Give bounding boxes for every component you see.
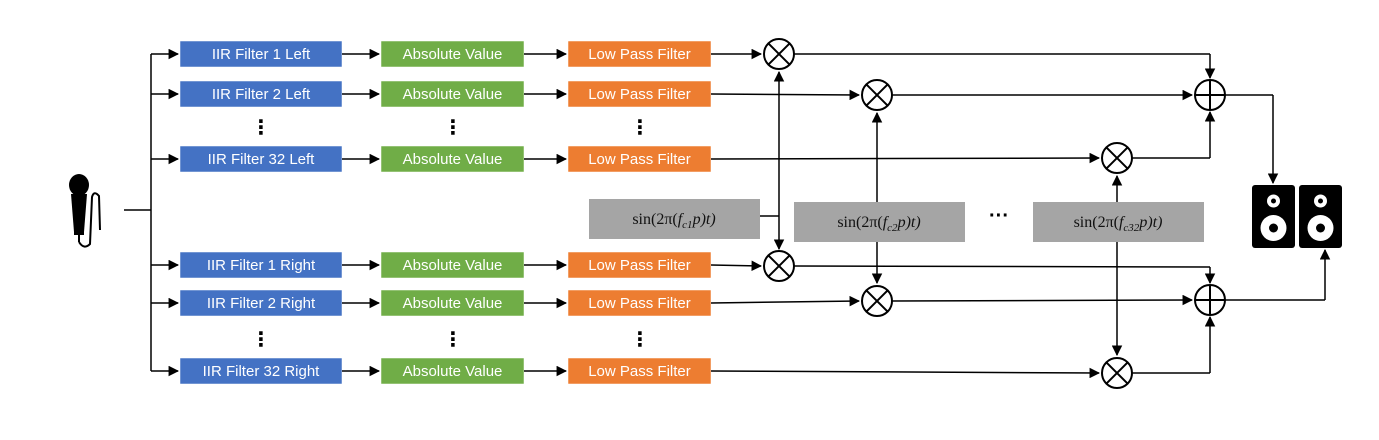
iir-block: IIR Filter 32 Left (179, 145, 343, 173)
lpf-block: Low Pass Filter (567, 289, 712, 317)
lpf-label: Low Pass Filter (588, 151, 691, 168)
lpf-label: Low Pass Filter (588, 257, 691, 274)
svg-text:sin(2π(fc32p)t): sin(2π(fc32p)t) (1074, 214, 1163, 234)
ellipsis-lpf-left: ⋮ (630, 117, 650, 139)
iir-block: IIR Filter 2 Left (179, 80, 343, 108)
speaker-feed-wires (1225, 94, 1331, 301)
lpf-block: Low Pass Filter (567, 357, 712, 385)
iir-label: IIR Filter 1 Left (212, 46, 311, 63)
summer-right (1194, 284, 1226, 316)
ellipsis-iir-left: ⋮ (251, 117, 271, 139)
lpf-block: Low Pass Filter (567, 251, 712, 279)
abs-block: Absolute Value (380, 145, 525, 173)
multiplier-32-right (1101, 357, 1133, 389)
lpf-block: Low Pass Filter (567, 80, 712, 108)
lpf-label: Low Pass Filter (588, 46, 691, 63)
sin-box-2: sin(2π(fc2p)t) (794, 202, 965, 242)
lpf-block: Low Pass Filter (567, 40, 712, 68)
lpf-output-wires (710, 48, 1101, 379)
iir-block: IIR Filter 1 Right (179, 251, 343, 279)
iir-label: IIR Filter 2 Left (212, 86, 311, 103)
sin-ellipsis: ··· (989, 205, 1009, 227)
summer-input-wires (793, 53, 1216, 374)
input-trunk (124, 54, 152, 371)
ellipsis-abs-left: ⋮ (443, 117, 463, 139)
multiplier-2-left (861, 79, 893, 111)
svg-text:sin(2π(fc1p)t): sin(2π(fc1p)t) (632, 211, 715, 231)
iir-block: IIR Filter 32 Right (179, 357, 343, 385)
microphone-icon (69, 174, 101, 248)
summer-left (1194, 79, 1226, 111)
iir-label: IIR Filter 2 Right (207, 295, 316, 312)
multiplier-32-left (1101, 142, 1133, 174)
abs-label: Absolute Value (403, 46, 503, 63)
lpf-block: Low Pass Filter (567, 145, 712, 173)
multiplier-1-left (763, 38, 795, 70)
svg-text:sin(2π(fc2p)t): sin(2π(fc2p)t) (837, 214, 920, 234)
speakers-icon (1252, 185, 1342, 248)
iir-label: IIR Filter 32 Right (203, 363, 321, 380)
abs-block: Absolute Value (380, 80, 525, 108)
multipliers (763, 38, 1133, 389)
filter-blocks: IIR Filter 1 Left Absolute Value Low Pass … (179, 40, 712, 385)
abs-block: Absolute Value (380, 289, 525, 317)
iir-label: IIR Filter 32 Left (208, 151, 316, 168)
branch-arrows (151, 48, 180, 377)
iir-block: IIR Filter 2 Right (179, 289, 343, 317)
multiplier-2-right (861, 285, 893, 317)
iir-block: IIR Filter 1 Left (179, 40, 343, 68)
abs-block: Absolute Value (380, 40, 525, 68)
lpf-label: Low Pass Filter (588, 363, 691, 380)
sin-box-32: sin(2π(fc32p)t) (1033, 202, 1204, 242)
abs-block: Absolute Value (380, 357, 525, 385)
abs-label: Absolute Value (403, 86, 503, 103)
multiplier-1-right (763, 250, 795, 282)
ellipsis-iir-right: ⋮ (251, 329, 271, 351)
abs-block: Absolute Value (380, 251, 525, 279)
row-ellipses: ⋮ ⋮ ⋮ ⋮ ⋮ ⋮ (251, 117, 650, 351)
abs-label: Absolute Value (403, 257, 503, 274)
lpf-label: Low Pass Filter (588, 86, 691, 103)
sin-feed-wires (760, 70, 1123, 357)
ellipsis-abs-right: ⋮ (443, 329, 463, 351)
iir-label: IIR Filter 1 Right (207, 257, 316, 274)
abs-label: Absolute Value (403, 363, 503, 380)
abs-label: Absolute Value (403, 151, 503, 168)
lpf-label: Low Pass Filter (588, 295, 691, 312)
ellipsis-lpf-right: ⋮ (630, 329, 650, 351)
sin-box-1: sin(2π(fc1p)t) (589, 199, 760, 239)
abs-label: Absolute Value (403, 295, 503, 312)
